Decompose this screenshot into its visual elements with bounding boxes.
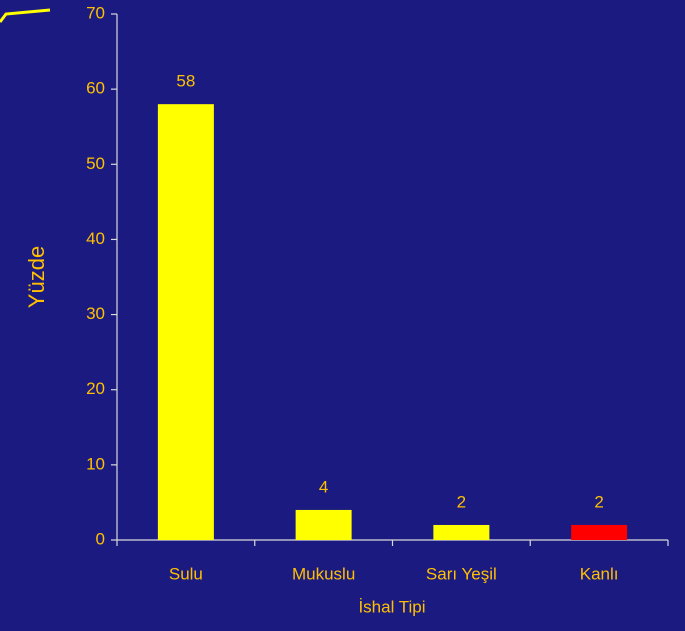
bar bbox=[571, 524, 628, 540]
y-tick-label: 20 bbox=[86, 379, 105, 398]
y-axis-label: Yüzde bbox=[24, 246, 49, 308]
x-tick-label: Sulu bbox=[169, 564, 203, 583]
x-tick-label: Kanlı bbox=[580, 564, 619, 583]
bar bbox=[433, 524, 490, 540]
y-tick-label: 70 bbox=[86, 3, 105, 22]
y-tick-label: 50 bbox=[86, 154, 105, 173]
y-tick-label: 30 bbox=[86, 304, 105, 323]
y-tick-label: 10 bbox=[86, 454, 105, 473]
data-label: 2 bbox=[457, 492, 466, 511]
data-label: 2 bbox=[594, 492, 603, 511]
x-axis-label: İshal Tipi bbox=[358, 597, 425, 616]
bar bbox=[295, 509, 352, 540]
decoration bbox=[0, 8, 51, 23]
x-tick-label: Mukuslu bbox=[292, 564, 355, 583]
y-tick-label: 0 bbox=[96, 529, 105, 548]
x-tick-label: Sarı Yeşil bbox=[426, 564, 497, 583]
y-tick-label: 60 bbox=[86, 79, 105, 98]
y-tick-label: 40 bbox=[86, 229, 105, 248]
data-label: 58 bbox=[176, 72, 195, 91]
data-label: 4 bbox=[319, 477, 328, 496]
bar bbox=[157, 104, 214, 541]
